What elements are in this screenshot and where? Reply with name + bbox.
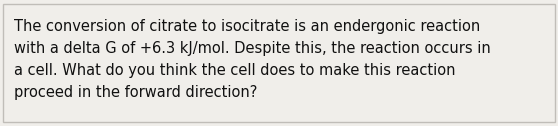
Text: The conversion of citrate to isocitrate is an endergonic reaction
with a delta G: The conversion of citrate to isocitrate …	[14, 19, 490, 100]
FancyBboxPatch shape	[3, 4, 555, 122]
